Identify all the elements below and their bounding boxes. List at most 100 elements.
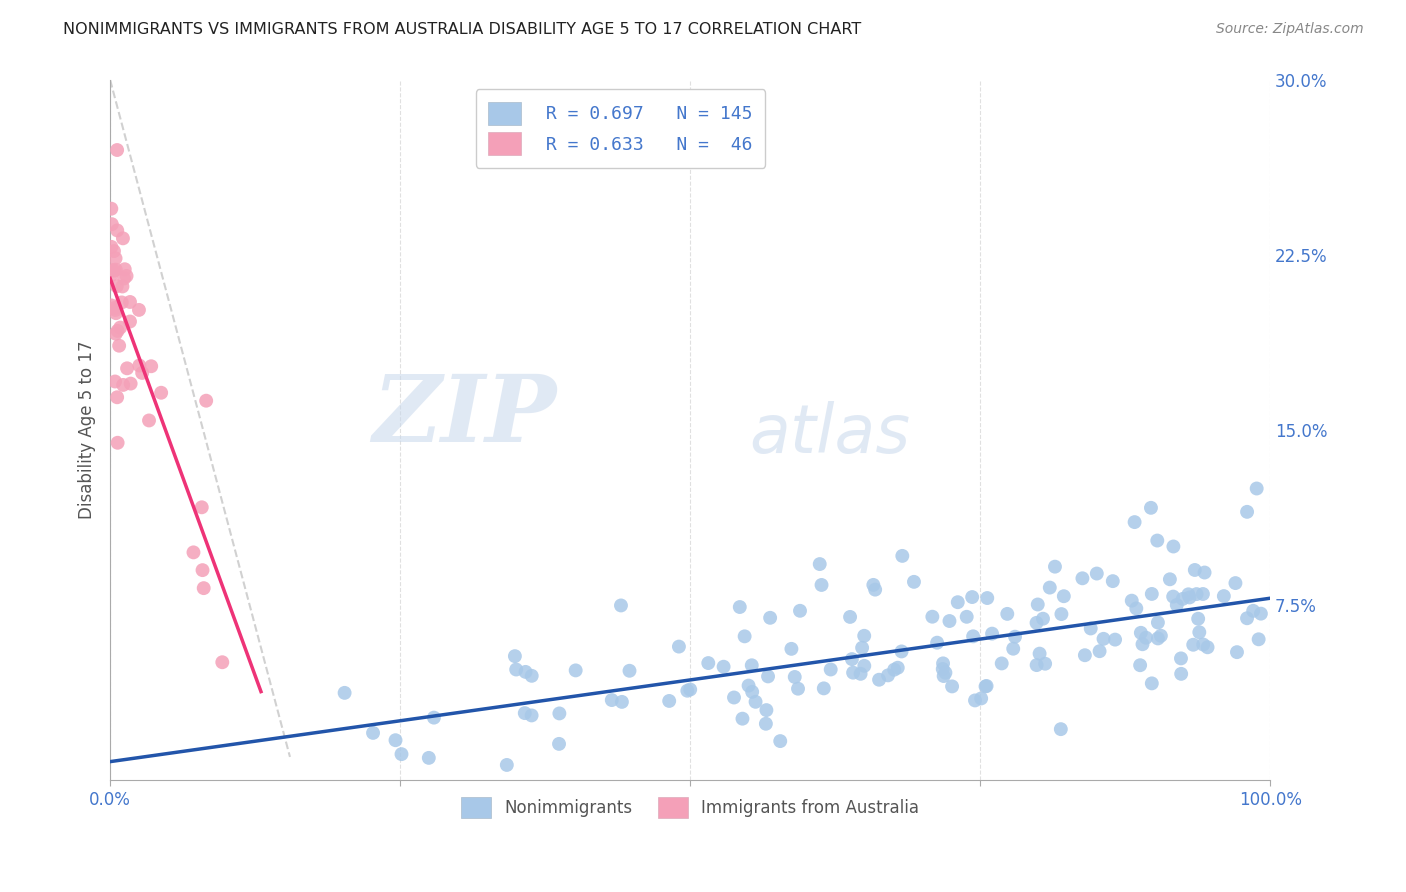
Point — [105, 143, 128, 157]
Point — [1163, 540, 1185, 554]
Point — [520, 669, 543, 683]
Point — [548, 706, 571, 721]
Point — [962, 629, 984, 643]
Point — [1241, 604, 1264, 618]
Point — [1123, 515, 1146, 529]
Point — [333, 686, 356, 700]
Point — [990, 657, 1012, 671]
Point — [495, 758, 517, 772]
Point — [100, 202, 122, 216]
Point — [105, 223, 128, 237]
Point — [853, 658, 876, 673]
Legend: Nonimmigrants, Immigrants from Australia: Nonimmigrants, Immigrants from Australia — [454, 791, 925, 824]
Point — [108, 339, 131, 353]
Point — [111, 295, 134, 310]
Point — [981, 626, 1004, 640]
Point — [932, 662, 955, 676]
Point — [934, 665, 956, 680]
Point — [115, 268, 138, 283]
Point — [193, 581, 215, 595]
Point — [1187, 612, 1209, 626]
Point — [100, 298, 122, 312]
Point — [813, 681, 835, 696]
Point — [1088, 644, 1111, 658]
Point — [107, 324, 129, 338]
Point — [118, 295, 141, 310]
Point — [191, 500, 214, 515]
Point — [668, 640, 690, 654]
Point — [112, 271, 135, 285]
Point — [503, 649, 526, 664]
Point — [423, 711, 446, 725]
Point — [520, 708, 543, 723]
Point — [1039, 581, 1062, 595]
Point — [938, 614, 960, 628]
Point — [1212, 589, 1234, 603]
Point — [1025, 658, 1047, 673]
Point — [1074, 648, 1097, 663]
Point — [1182, 638, 1205, 652]
Point — [1140, 676, 1163, 690]
Point — [104, 252, 127, 266]
Point — [1125, 601, 1147, 615]
Point — [1178, 591, 1201, 605]
Point — [1225, 576, 1247, 591]
Point — [737, 679, 759, 693]
Point — [112, 378, 135, 392]
Point — [1147, 632, 1170, 646]
Point — [734, 629, 756, 643]
Point — [970, 691, 993, 706]
Point — [890, 644, 912, 658]
Point — [731, 712, 754, 726]
Point — [789, 604, 811, 618]
Point — [1080, 622, 1102, 636]
Text: atlas: atlas — [749, 401, 910, 467]
Point — [679, 682, 702, 697]
Point — [610, 695, 633, 709]
Point — [658, 694, 681, 708]
Point — [107, 435, 129, 450]
Point — [1129, 658, 1152, 673]
Point — [842, 665, 865, 680]
Point — [1194, 566, 1216, 580]
Point — [103, 263, 125, 277]
Point — [183, 545, 205, 559]
Point — [941, 680, 963, 694]
Point — [808, 557, 831, 571]
Point — [744, 695, 766, 709]
Point — [104, 303, 127, 318]
Point — [862, 578, 884, 592]
Point — [1025, 615, 1047, 630]
Point — [1135, 631, 1157, 645]
Point — [1032, 612, 1054, 626]
Point — [839, 610, 862, 624]
Point — [1104, 632, 1126, 647]
Point — [104, 306, 127, 320]
Point — [841, 652, 863, 666]
Point — [974, 680, 997, 694]
Text: NONIMMIGRANTS VS IMMIGRANTS FROM AUSTRALIA DISABILITY AGE 5 TO 17 CORRELATION CH: NONIMMIGRANTS VS IMMIGRANTS FROM AUSTRAL… — [63, 22, 862, 37]
Point — [1170, 651, 1192, 665]
Point — [128, 302, 150, 317]
Point — [1085, 566, 1108, 581]
Point — [1132, 637, 1154, 651]
Point — [195, 393, 218, 408]
Point — [1043, 559, 1066, 574]
Point — [105, 390, 128, 404]
Point — [1192, 638, 1215, 652]
Point — [100, 263, 122, 277]
Point — [1129, 625, 1152, 640]
Point — [676, 683, 699, 698]
Point — [150, 385, 173, 400]
Point — [1140, 587, 1163, 601]
Point — [755, 716, 778, 731]
Point — [104, 326, 127, 341]
Point — [384, 733, 406, 747]
Point — [600, 693, 623, 707]
Point — [956, 609, 979, 624]
Point — [418, 751, 440, 765]
Point — [1026, 598, 1049, 612]
Point — [564, 664, 586, 678]
Point — [101, 217, 124, 231]
Point — [111, 279, 134, 293]
